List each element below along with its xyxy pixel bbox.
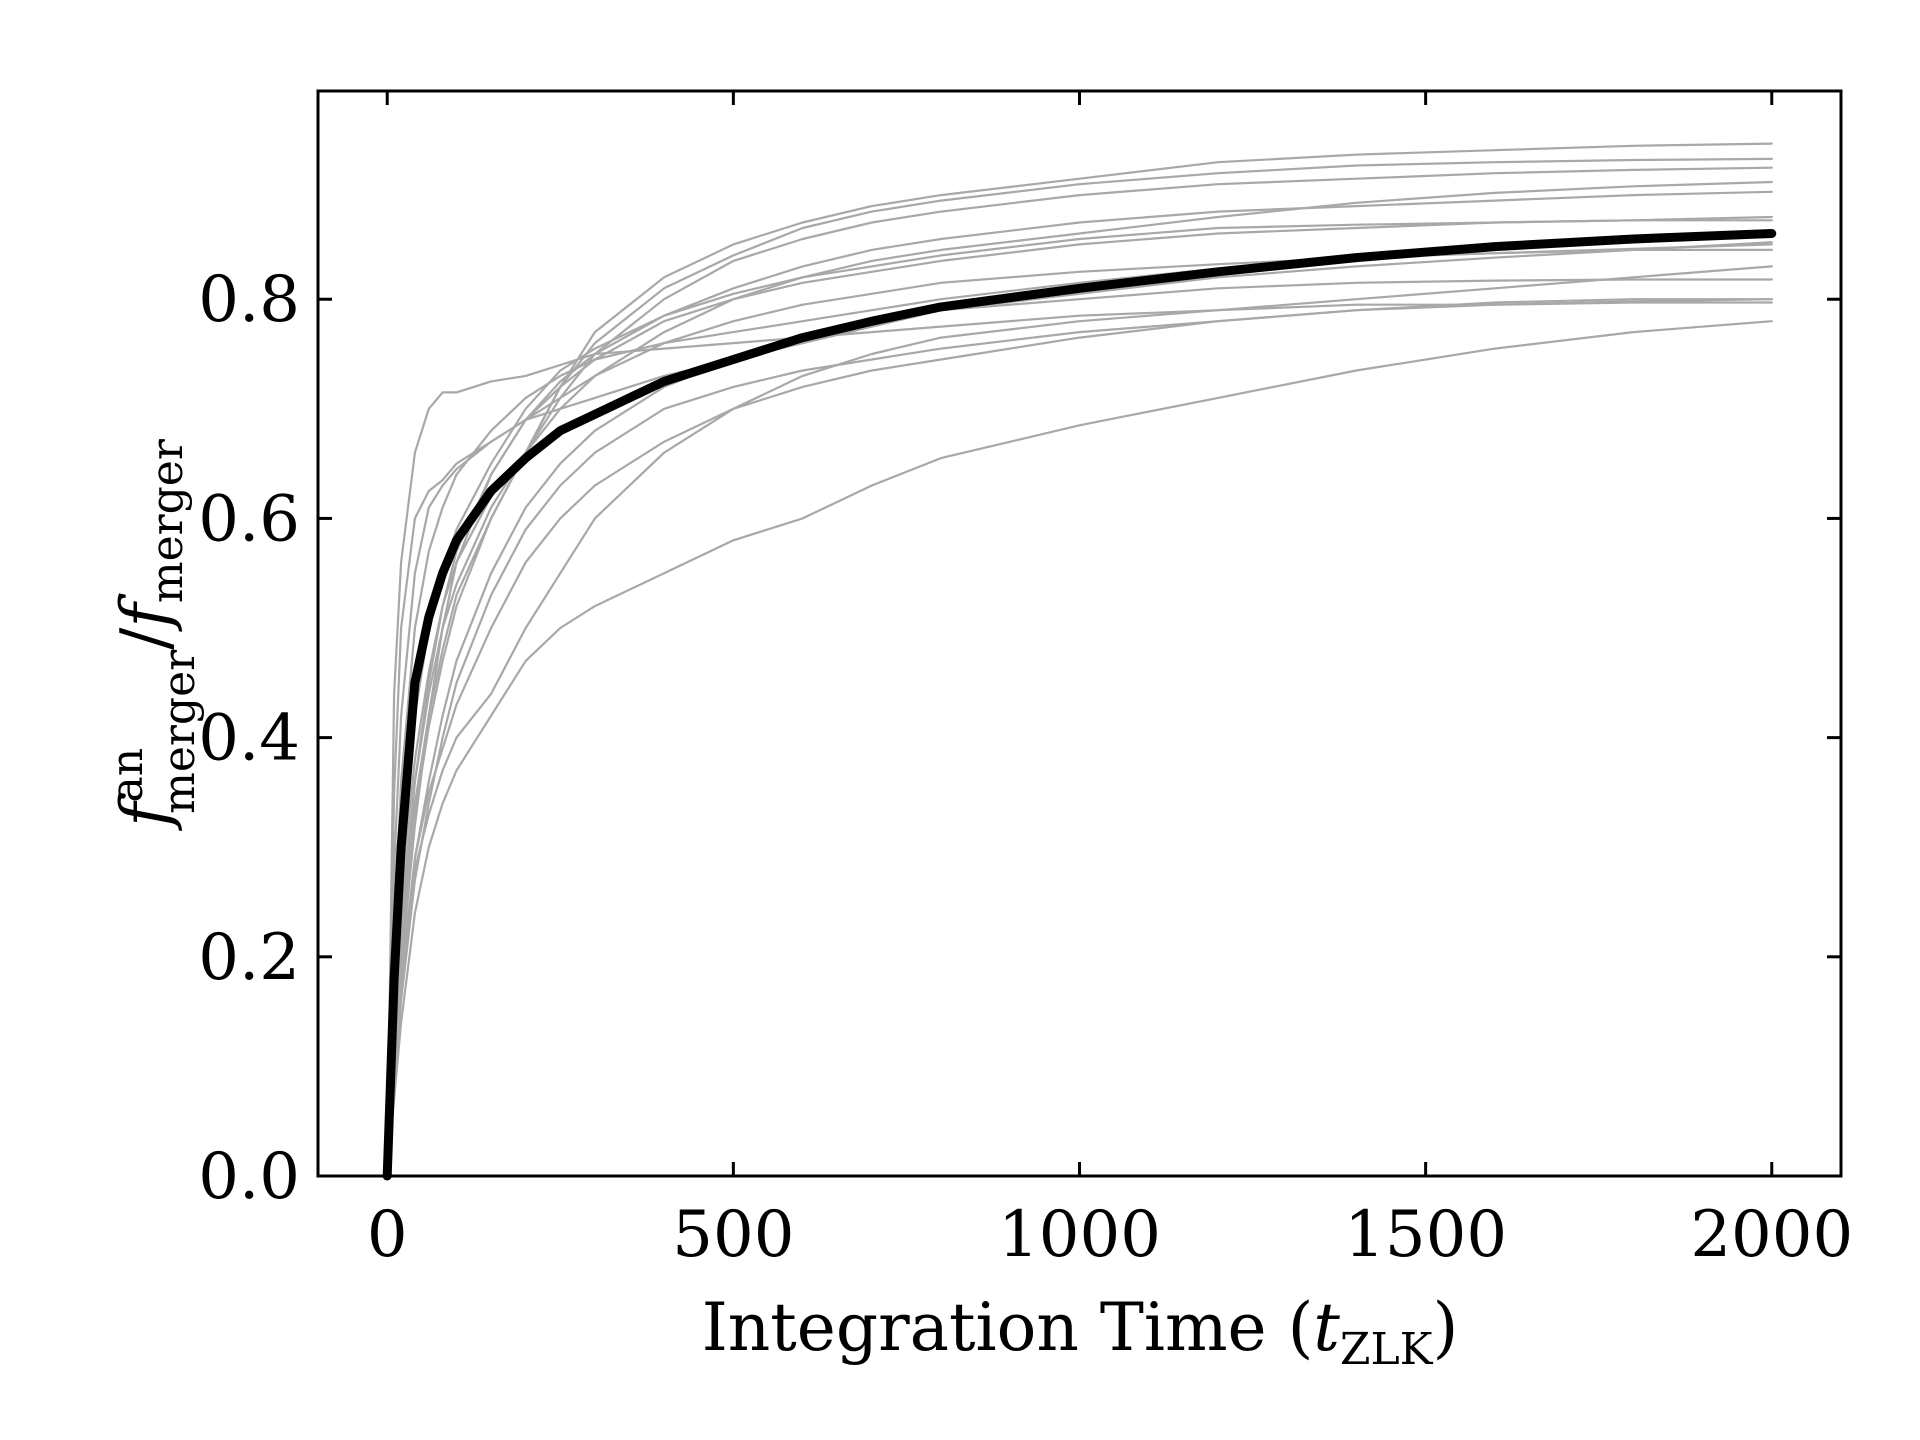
series-run-line-8 [386, 180, 1773, 1178]
series-mean-line [382, 229, 1777, 1181]
y-tick-label: 0.8 [198, 263, 300, 337]
x-axis-label-var: t [1313, 1289, 1340, 1366]
x-axis-label-main: Integration Time ( [702, 1289, 1314, 1366]
series-run-line-15 [386, 265, 1773, 1178]
plot-frame [316, 89, 1843, 1178]
y-axis-label-sub2: merger [142, 438, 193, 603]
y-tick-label: 0.4 [198, 702, 300, 776]
x-tick-label: 0 [367, 1198, 408, 1272]
series-run-line-5 [386, 219, 1773, 1178]
series-layer [382, 142, 1777, 1181]
x-tick-label: 2000 [1690, 1198, 1853, 1272]
series-run-line-10 [386, 157, 1773, 1178]
x-axis-label-close: ) [1433, 1289, 1459, 1366]
x-axis-label-sub: ZLK [1340, 1324, 1434, 1375]
y-tick-label: 0.6 [198, 482, 300, 556]
y-axis-label-sup: an [102, 748, 153, 803]
y-tick-label: 0.0 [198, 1140, 300, 1214]
series-run-line-14 [386, 298, 1773, 1178]
y-axis-label-slash: / [107, 627, 184, 650]
series-run-line-9 [386, 166, 1773, 1178]
y-axis-label: fanmerger/fmerger [102, 438, 205, 832]
x-tick-label: 1500 [1344, 1198, 1507, 1272]
series-run-line-11 [386, 142, 1773, 1178]
y-axis-label-sub1: merger [154, 649, 205, 814]
series-run-line-2 [386, 278, 1773, 1178]
x-tick-label: 1000 [998, 1198, 1161, 1272]
x-tick-label: 500 [672, 1198, 794, 1272]
y-tick-label: 0.2 [198, 921, 300, 995]
ticks-layer: 0 500 1000 1500 2000 0.0 0.2 0.4 0.6 0.8 [198, 91, 1853, 1272]
x-axis-label: Integration Time (tZLK) [702, 1289, 1459, 1375]
series-run-line-12 [386, 241, 1773, 1178]
series-run-line-16 [386, 320, 1773, 1178]
